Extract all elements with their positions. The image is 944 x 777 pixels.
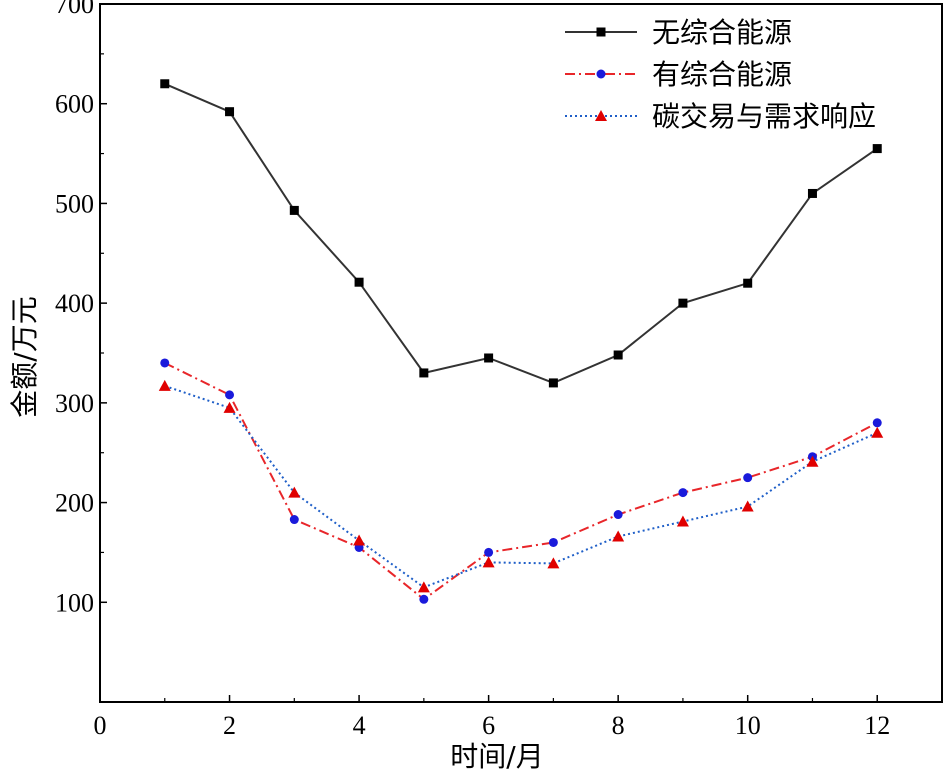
legend-marker bbox=[595, 110, 607, 121]
data-point bbox=[225, 390, 235, 400]
x-tick-label: 4 bbox=[353, 711, 366, 740]
x-tick-label: 0 bbox=[94, 711, 107, 740]
series-1 bbox=[160, 79, 882, 388]
data-point bbox=[417, 581, 430, 593]
data-point bbox=[678, 298, 688, 308]
legend-label: 有综合能源 bbox=[652, 58, 792, 91]
data-point bbox=[484, 547, 494, 557]
data-point bbox=[289, 515, 299, 525]
x-tick-label: 10 bbox=[735, 711, 761, 740]
data-point bbox=[288, 486, 301, 498]
data-point bbox=[353, 534, 366, 546]
series-line bbox=[164, 384, 878, 589]
series-layer bbox=[158, 79, 884, 604]
data-point bbox=[807, 188, 817, 198]
data-point bbox=[482, 556, 495, 568]
data-point bbox=[741, 500, 754, 512]
y-axis: 100 200 300 400 500 600 700 bbox=[55, 0, 107, 617]
data-point bbox=[354, 277, 364, 287]
series-line bbox=[164, 82, 878, 384]
data-point bbox=[158, 379, 171, 391]
y-tick-label: 100 bbox=[55, 588, 94, 617]
y-tick-label: 700 bbox=[55, 0, 94, 19]
x-tick-label: 8 bbox=[612, 711, 625, 740]
legend-marker bbox=[596, 27, 606, 37]
series-3 bbox=[158, 379, 884, 593]
y-tick-label: 200 bbox=[55, 489, 94, 518]
y-tick-label: 500 bbox=[55, 189, 94, 218]
data-point bbox=[548, 378, 558, 388]
x-axis: 0 2 4 6 8 10 12 bbox=[94, 695, 943, 740]
data-point bbox=[612, 530, 625, 542]
data-point bbox=[676, 515, 689, 527]
x-tick-label: 2 bbox=[223, 711, 236, 740]
data-point bbox=[678, 488, 688, 498]
legend-marker bbox=[596, 69, 606, 79]
x-tick-label: 6 bbox=[482, 711, 495, 740]
x-tick-label: 12 bbox=[864, 711, 890, 740]
data-point bbox=[547, 557, 560, 569]
data-point bbox=[223, 401, 236, 413]
data-point bbox=[419, 594, 429, 604]
data-point bbox=[160, 79, 170, 89]
x-axis-title: 时间/月 bbox=[450, 740, 543, 773]
data-point bbox=[225, 107, 235, 117]
data-point bbox=[613, 350, 623, 360]
data-point bbox=[743, 278, 753, 288]
data-point bbox=[419, 368, 429, 378]
data-point bbox=[484, 353, 494, 363]
data-point bbox=[872, 418, 882, 428]
series-line bbox=[164, 362, 878, 601]
data-point bbox=[613, 510, 623, 520]
data-point bbox=[160, 358, 170, 368]
data-point bbox=[743, 473, 753, 483]
y-tick-label: 400 bbox=[55, 289, 94, 318]
y-axis-title: 金额/万元 bbox=[8, 296, 41, 417]
y-tick-label: 300 bbox=[55, 389, 94, 418]
series-2 bbox=[160, 358, 882, 604]
legend-label: 碳交易与需求响应 bbox=[652, 100, 876, 133]
data-point bbox=[871, 426, 884, 438]
data-point bbox=[289, 205, 299, 215]
legend-label: 无综合能源 bbox=[652, 16, 792, 49]
y-tick-label: 600 bbox=[55, 90, 94, 119]
data-point bbox=[548, 537, 558, 547]
data-point bbox=[872, 144, 882, 154]
data-point bbox=[806, 455, 819, 467]
